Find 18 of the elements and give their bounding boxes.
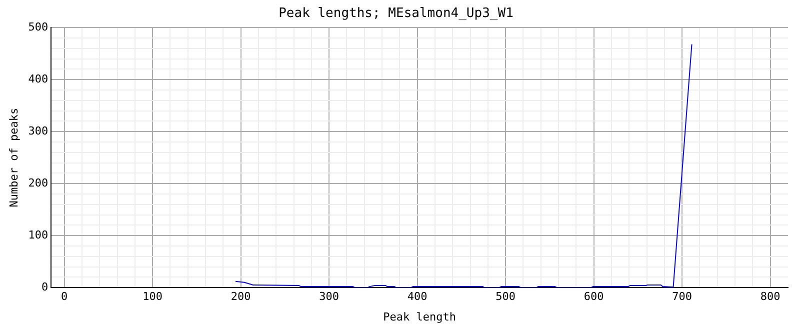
y-tick-label: 200 xyxy=(28,176,48,190)
y-tick-label: 500 xyxy=(28,20,48,34)
y-axis-title: Number of peaks xyxy=(7,108,20,208)
x-tick-label: 500 xyxy=(496,290,516,304)
x-tick-label: 100 xyxy=(142,290,162,304)
x-tick-label: 300 xyxy=(319,290,340,304)
x-tick-label: 700 xyxy=(672,290,692,304)
x-tick-label: 800 xyxy=(760,290,780,304)
x-tick-label: 200 xyxy=(230,290,251,304)
y-tick-label: 0 xyxy=(41,280,48,294)
x-tick-label: 400 xyxy=(407,290,428,304)
x-axis-title: Peak length xyxy=(383,310,456,324)
x-tick-label: 600 xyxy=(584,290,604,304)
chart-title: Peak lengths; MEsalmon4_Up3_W1 xyxy=(278,6,514,22)
y-tick-label: 300 xyxy=(28,124,48,138)
y-tick-label: 400 xyxy=(28,72,48,86)
y-tick-label: 100 xyxy=(28,228,48,242)
x-tick-label: 0 xyxy=(60,290,68,304)
